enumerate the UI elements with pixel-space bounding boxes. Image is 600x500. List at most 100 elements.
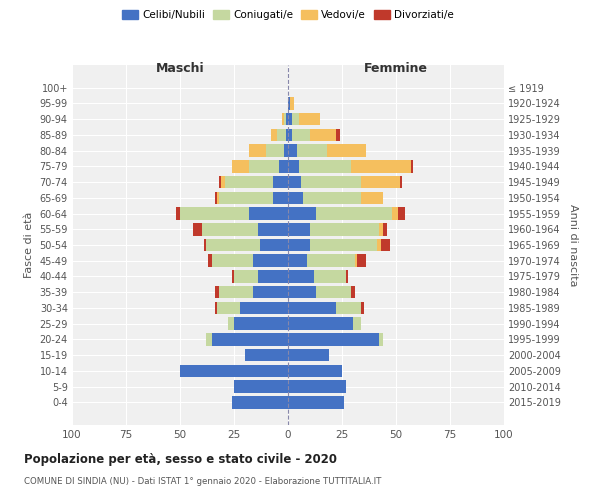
Bar <box>307 254 355 267</box>
Bar <box>208 254 212 267</box>
Bar <box>234 270 258 283</box>
Bar <box>284 113 286 126</box>
Bar <box>202 223 258 235</box>
Bar <box>176 207 180 220</box>
Bar <box>411 160 413 172</box>
Bar <box>288 270 314 283</box>
Bar <box>219 176 221 188</box>
Bar <box>288 380 346 393</box>
Bar <box>335 128 340 141</box>
Bar <box>249 160 280 172</box>
Bar <box>299 113 320 126</box>
Bar <box>288 113 292 126</box>
Y-axis label: Anni di nascita: Anni di nascita <box>568 204 578 286</box>
Bar <box>281 113 284 126</box>
Y-axis label: Fasce di età: Fasce di età <box>24 212 34 278</box>
Bar <box>217 302 241 314</box>
Bar <box>316 207 392 220</box>
Text: Maschi: Maschi <box>155 62 205 76</box>
Bar <box>260 238 288 252</box>
Bar <box>253 286 288 298</box>
Text: COMUNE DI SINDIA (NU) - Dati ISTAT 1° gennaio 2020 - Elaborazione TUTTITALIA.IT: COMUNE DI SINDIA (NU) - Dati ISTAT 1° ge… <box>24 478 382 486</box>
Bar <box>361 176 400 188</box>
Bar <box>180 364 288 377</box>
Bar <box>232 160 249 172</box>
Bar <box>193 223 202 235</box>
Bar <box>288 254 307 267</box>
Bar <box>288 128 292 141</box>
Bar <box>310 223 379 235</box>
Bar <box>258 223 288 235</box>
Bar <box>258 270 288 283</box>
Bar <box>288 97 290 110</box>
Bar <box>288 286 316 298</box>
Bar <box>310 238 377 252</box>
Bar <box>392 207 398 220</box>
Bar <box>286 113 288 126</box>
Bar <box>398 207 404 220</box>
Bar <box>253 254 288 267</box>
Bar <box>266 144 284 157</box>
Bar <box>400 176 403 188</box>
Bar <box>226 176 273 188</box>
Bar <box>273 176 288 188</box>
Bar <box>288 192 303 204</box>
Bar <box>206 238 260 252</box>
Bar <box>377 238 381 252</box>
Bar <box>288 349 329 362</box>
Bar <box>288 144 296 157</box>
Bar <box>288 223 310 235</box>
Bar <box>215 302 217 314</box>
Bar <box>357 254 366 267</box>
Bar <box>301 176 361 188</box>
Bar <box>206 333 212 345</box>
Bar <box>280 160 288 172</box>
Bar <box>221 176 226 188</box>
Text: Popolazione per età, sesso e stato civile - 2020: Popolazione per età, sesso e stato civil… <box>24 452 337 466</box>
Bar <box>379 223 383 235</box>
Bar <box>234 318 288 330</box>
Bar <box>346 270 349 283</box>
Bar <box>335 302 361 314</box>
Bar <box>350 160 411 172</box>
Bar <box>288 396 344 408</box>
Bar <box>241 302 288 314</box>
Legend: Celibi/Nubili, Coniugati/e, Vedovi/e, Divorziati/e: Celibi/Nubili, Coniugati/e, Vedovi/e, Di… <box>118 6 458 24</box>
Bar <box>232 270 234 283</box>
Bar <box>290 97 295 110</box>
Bar <box>234 380 288 393</box>
Bar <box>353 318 361 330</box>
Bar <box>288 318 353 330</box>
Bar <box>288 302 335 314</box>
Bar <box>355 254 357 267</box>
Bar <box>180 207 249 220</box>
Bar <box>292 128 310 141</box>
Bar <box>350 286 355 298</box>
Bar <box>303 192 361 204</box>
Bar <box>310 128 335 141</box>
Bar <box>288 176 301 188</box>
Bar <box>273 192 288 204</box>
Bar <box>316 286 350 298</box>
Bar <box>379 333 383 345</box>
Bar <box>217 192 219 204</box>
Bar <box>277 128 286 141</box>
Bar <box>284 144 288 157</box>
Bar <box>381 238 389 252</box>
Bar <box>212 333 288 345</box>
Bar <box>296 144 327 157</box>
Bar <box>215 286 219 298</box>
Bar <box>361 192 383 204</box>
Bar <box>232 396 288 408</box>
Bar <box>219 192 273 204</box>
Bar <box>292 113 299 126</box>
Bar <box>288 207 316 220</box>
Bar <box>227 318 234 330</box>
Bar <box>314 270 346 283</box>
Bar <box>271 128 277 141</box>
Bar <box>249 207 288 220</box>
Bar <box>299 160 350 172</box>
Bar <box>212 254 253 267</box>
Bar <box>288 160 299 172</box>
Bar <box>286 128 288 141</box>
